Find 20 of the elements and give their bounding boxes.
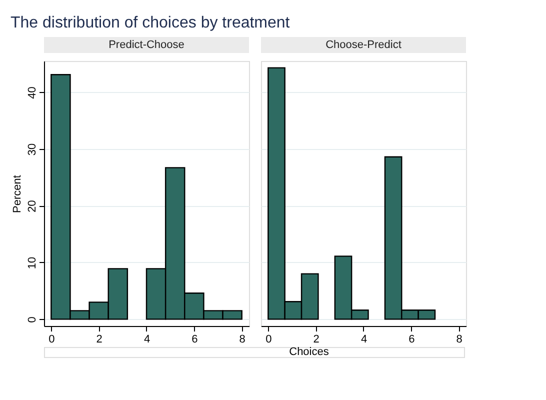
chart-title: The distribution of choices by treatment bbox=[10, 14, 290, 32]
x-axis-title: Choices bbox=[289, 346, 330, 358]
y-tick-label: 0 bbox=[26, 316, 38, 323]
x-tick-label: 4 bbox=[360, 334, 368, 346]
x-tick-label: 2 bbox=[96, 334, 102, 346]
x-tick-label: 0 bbox=[48, 334, 55, 346]
y-axis-title: Percent bbox=[12, 175, 24, 213]
x-tick-label: 4 bbox=[144, 334, 150, 346]
chart-subtitle: Predict-Choose bbox=[108, 39, 184, 51]
x-tick-label: 8 bbox=[239, 334, 246, 346]
x-tick-label: 8 bbox=[456, 334, 462, 346]
y-tick-label: 20 bbox=[26, 200, 38, 212]
chart-subtitle: Choose-Predict bbox=[326, 39, 402, 51]
x-tick-label: 2 bbox=[313, 334, 320, 346]
x-tick-label: 6 bbox=[192, 334, 198, 346]
x-tick-label: 0 bbox=[266, 334, 272, 346]
y-tick-label: 10 bbox=[26, 256, 38, 270]
y-tick-label: 40 bbox=[26, 86, 38, 99]
x-tick-label: 6 bbox=[408, 334, 415, 346]
y-tick-label: 30 bbox=[26, 143, 38, 156]
